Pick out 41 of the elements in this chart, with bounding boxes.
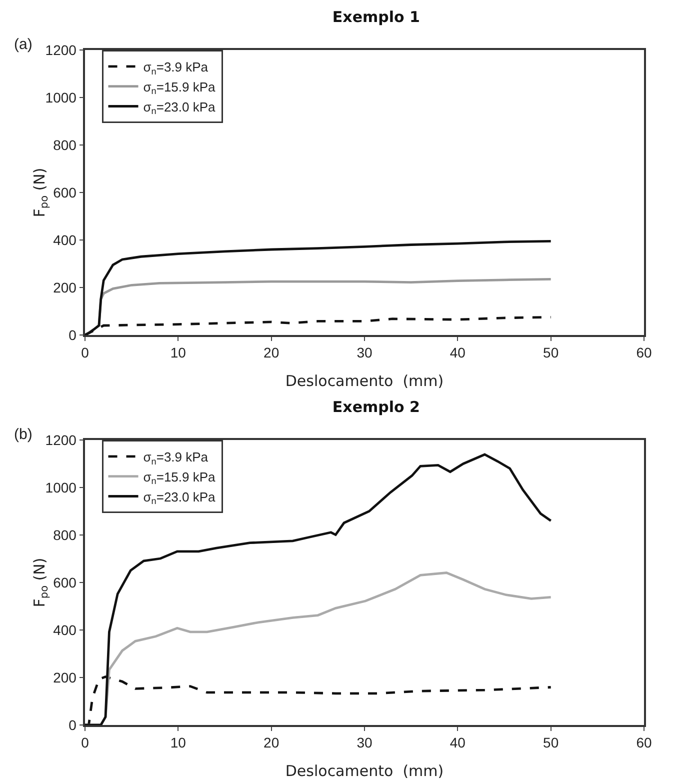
x-tick-label: 10	[170, 344, 186, 361]
x-axis-title: Deslocamento (mm)	[285, 762, 444, 780]
y-tick-label: 0	[68, 326, 77, 343]
x-tick-label: 30	[356, 734, 372, 751]
x-tick-label: 30	[356, 344, 372, 361]
x-tick-label: 20	[264, 344, 280, 361]
line-series	[85, 278, 552, 335]
y-tick-label: 1000	[45, 479, 77, 496]
x-tick-label: 60	[636, 344, 652, 361]
chart-title: Exemplo 1	[332, 8, 420, 26]
x-tick-label: 40	[450, 734, 466, 751]
y-tick-label: 800	[53, 136, 77, 153]
legend-label: σ$_{n}$=23.0 kPa	[143, 489, 216, 506]
text: (a)	[14, 36, 32, 53]
x-tick-label: 0	[81, 344, 90, 361]
x-tick-label: 50	[543, 344, 559, 361]
x-tick-label: 50	[543, 734, 559, 751]
y-tick-label: 1200	[45, 432, 77, 448]
x-tick-label: 20	[264, 734, 280, 751]
legend-label: σ$_{n}$=15.9 kPa	[143, 79, 216, 96]
x-axis-title: Deslocamento (mm)	[285, 372, 444, 390]
y-tick-label: 600	[53, 184, 77, 200]
y-tick-label: 400	[53, 622, 77, 638]
x-tick-label: 0	[81, 734, 90, 751]
legend-label: σ$_{n}$=23.0 kPa	[143, 99, 216, 116]
legend-label: σ$_{n}$=3.9 kPa	[143, 60, 209, 76]
chart-title: Exemplo 2	[332, 398, 420, 416]
y-tick-label: 400	[53, 232, 77, 248]
y-tick-label: 1200	[45, 42, 77, 58]
y-tick-label: 600	[53, 574, 77, 590]
text: (b)	[14, 426, 32, 443]
x-tick-label: 40	[450, 344, 466, 361]
legend-label: σ$_{n}$=15.9 kPa	[143, 469, 216, 486]
y-tick-label: 1000	[45, 89, 77, 106]
y-tick-label: 800	[53, 526, 77, 543]
y-tick-label: 200	[53, 279, 77, 296]
y-tick-label: 200	[53, 669, 77, 686]
x-tick-label: 10	[170, 734, 186, 751]
y-tick-label: 0	[68, 716, 77, 733]
x-tick-label: 60	[636, 734, 652, 751]
legend-label: σ$_{n}$=3.9 kPa	[143, 450, 209, 466]
